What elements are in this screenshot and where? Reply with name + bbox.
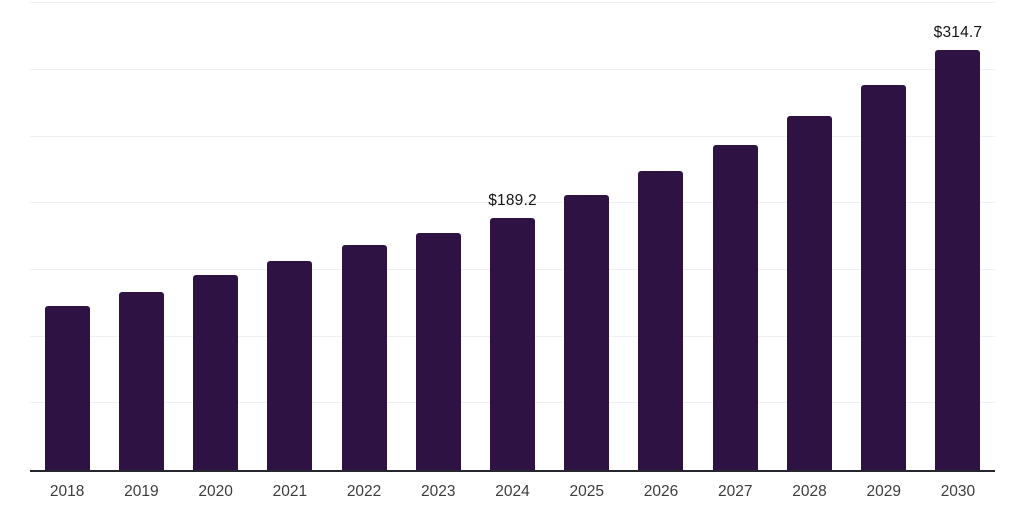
- bar-2018: [44, 306, 90, 470]
- bar-slot: $314.7: [921, 2, 995, 470]
- x-tick-2019: 2019: [124, 483, 159, 500]
- x-tick-2029: 2029: [866, 483, 901, 500]
- bar-slot: $189.2: [475, 2, 549, 470]
- bar-2027: [712, 144, 758, 470]
- data-label-2024: $189.2: [488, 191, 537, 209]
- bar-slot: [327, 2, 401, 470]
- x-tick-2025: 2025: [569, 483, 604, 500]
- bar-slot: [847, 2, 921, 470]
- x-tick-2023: 2023: [421, 483, 456, 500]
- x-tick-2027: 2027: [717, 483, 753, 500]
- bar-2020: [193, 274, 239, 470]
- data-label-2030: $314.7: [933, 24, 983, 42]
- bar-slot: [772, 2, 846, 470]
- x-axis-line: [30, 470, 995, 472]
- bar-slot: [550, 2, 624, 470]
- bar-2021: [267, 260, 313, 470]
- x-axis-labels: 2018 2019 2020 2021 2022 2023 2024 2025 2026 2027…: [30, 483, 995, 501]
- bar-slot: [104, 2, 178, 470]
- x-tick-2020: 2020: [198, 483, 233, 500]
- x-tick-2028: 2028: [792, 483, 827, 500]
- bar-slot: [253, 2, 327, 470]
- bar-2030: $314.7: [934, 24, 982, 470]
- bar-2028: [786, 115, 832, 470]
- bar-2019: [118, 291, 164, 470]
- bar-2023: [415, 232, 461, 470]
- gridline: [30, 2, 995, 4]
- bar-2022: [341, 244, 387, 470]
- bar-2025: [564, 195, 610, 470]
- x-tick-2018: 2018: [49, 483, 85, 500]
- bar-2029: [861, 84, 907, 470]
- x-tick-2026: 2026: [643, 483, 679, 500]
- bar-slot: [178, 2, 252, 470]
- bar-slot: [30, 2, 104, 470]
- bars-container: $189.2 $314.7: [30, 2, 995, 470]
- gridline: [30, 202, 995, 204]
- bar-slot: [401, 2, 475, 470]
- x-tick-2024: 2024: [495, 483, 530, 500]
- bar-2026: [638, 171, 684, 470]
- bar-2024: $189.2: [488, 192, 537, 470]
- bar-slot: [698, 2, 772, 470]
- x-tick-2030: 2030: [940, 483, 976, 500]
- x-tick-2021: 2021: [272, 483, 308, 500]
- gridline: [30, 69, 995, 70]
- gridline: [30, 135, 995, 137]
- plot-area: $189.2 $314.7: [30, 2, 995, 470]
- bar-slot: [624, 2, 698, 470]
- x-tick-2022: 2022: [346, 483, 382, 500]
